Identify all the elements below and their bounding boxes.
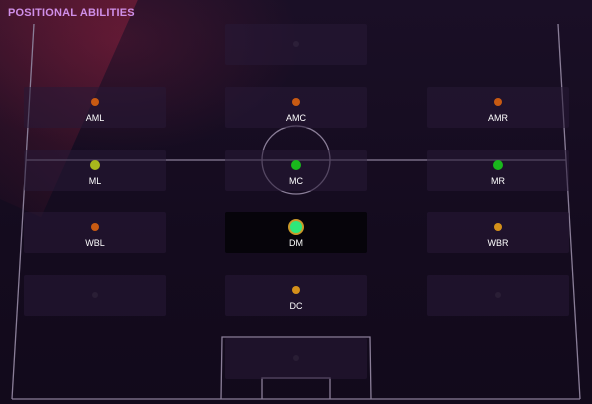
panel-title: POSITIONAL ABILITIES xyxy=(8,7,135,19)
rating-dot-icon xyxy=(292,98,300,106)
position-slot-mr[interactable]: MR xyxy=(427,150,569,191)
position-slot-wbl[interactable]: WBL xyxy=(24,212,166,253)
empty-slot-marker xyxy=(92,292,98,298)
position-label: ML xyxy=(88,176,102,186)
natural-position-dot-icon xyxy=(288,219,304,235)
empty-slot-marker xyxy=(495,292,501,298)
position-slot-dr[interactable] xyxy=(427,275,569,316)
left-touchline xyxy=(11,23,35,400)
position-label: DM xyxy=(289,238,303,248)
position-label: AMC xyxy=(286,113,306,123)
rating-dot-icon xyxy=(91,98,99,106)
position-slot-amr[interactable]: AMR xyxy=(427,87,569,128)
position-slot-amc[interactable]: AMC xyxy=(225,87,367,128)
rating-dot-icon xyxy=(291,160,301,170)
position-label: AMR xyxy=(488,113,508,123)
rating-dot-icon xyxy=(494,98,502,106)
rating-dot-icon xyxy=(90,160,100,170)
position-label: MC xyxy=(289,176,303,186)
position-slot-mc[interactable]: MC xyxy=(225,150,367,191)
position-slot-wbr[interactable]: WBR xyxy=(427,212,569,253)
rating-dot-icon xyxy=(292,286,300,294)
rating-dot-icon xyxy=(91,223,99,231)
penalty-box xyxy=(220,336,372,400)
position-slot-dc[interactable]: DC xyxy=(225,275,367,316)
position-label: DC xyxy=(289,301,303,311)
position-slot-ml[interactable]: ML xyxy=(24,150,166,191)
empty-slot-marker xyxy=(293,355,299,361)
position-slot-st[interactable] xyxy=(225,24,367,65)
rating-dot-icon xyxy=(494,223,502,231)
position-slot-gk[interactable] xyxy=(225,338,367,379)
position-slot-dm[interactable]: DM xyxy=(225,212,367,253)
goal-box xyxy=(261,377,331,399)
position-label: AML xyxy=(85,113,105,123)
position-label: WBR xyxy=(487,238,509,248)
empty-slot-marker xyxy=(293,41,299,47)
position-label: WBL xyxy=(85,238,105,248)
position-label: MR xyxy=(491,176,505,186)
rating-dot-icon xyxy=(493,160,503,170)
position-slot-aml[interactable]: AML xyxy=(24,87,166,128)
right-touchline xyxy=(557,23,581,400)
position-slot-dl[interactable] xyxy=(24,275,166,316)
